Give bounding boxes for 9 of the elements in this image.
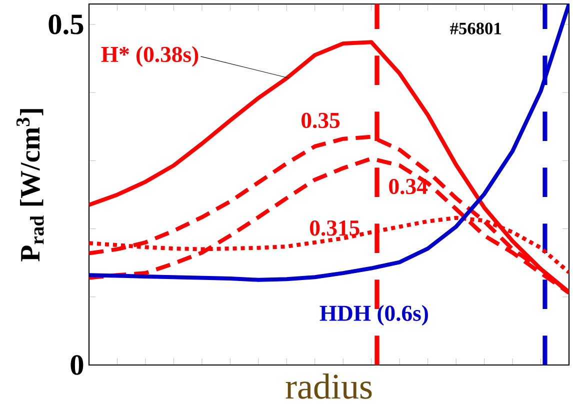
y-tick-label: 0 [70,355,84,375]
x-axis-title: radius [286,374,372,399]
annotation: #56801 [450,22,501,34]
text: H* (0.38s) [101,46,198,67]
y-axis-title: P$_{rad}$ [W/cm$^{3}$] [16,109,44,262]
series-label: 0.35 [302,112,340,128]
series-label: 0.315 [310,220,360,236]
y-tick-label: 0.5 [48,14,84,34]
series-label: HDH (0.6s) [320,305,428,326]
